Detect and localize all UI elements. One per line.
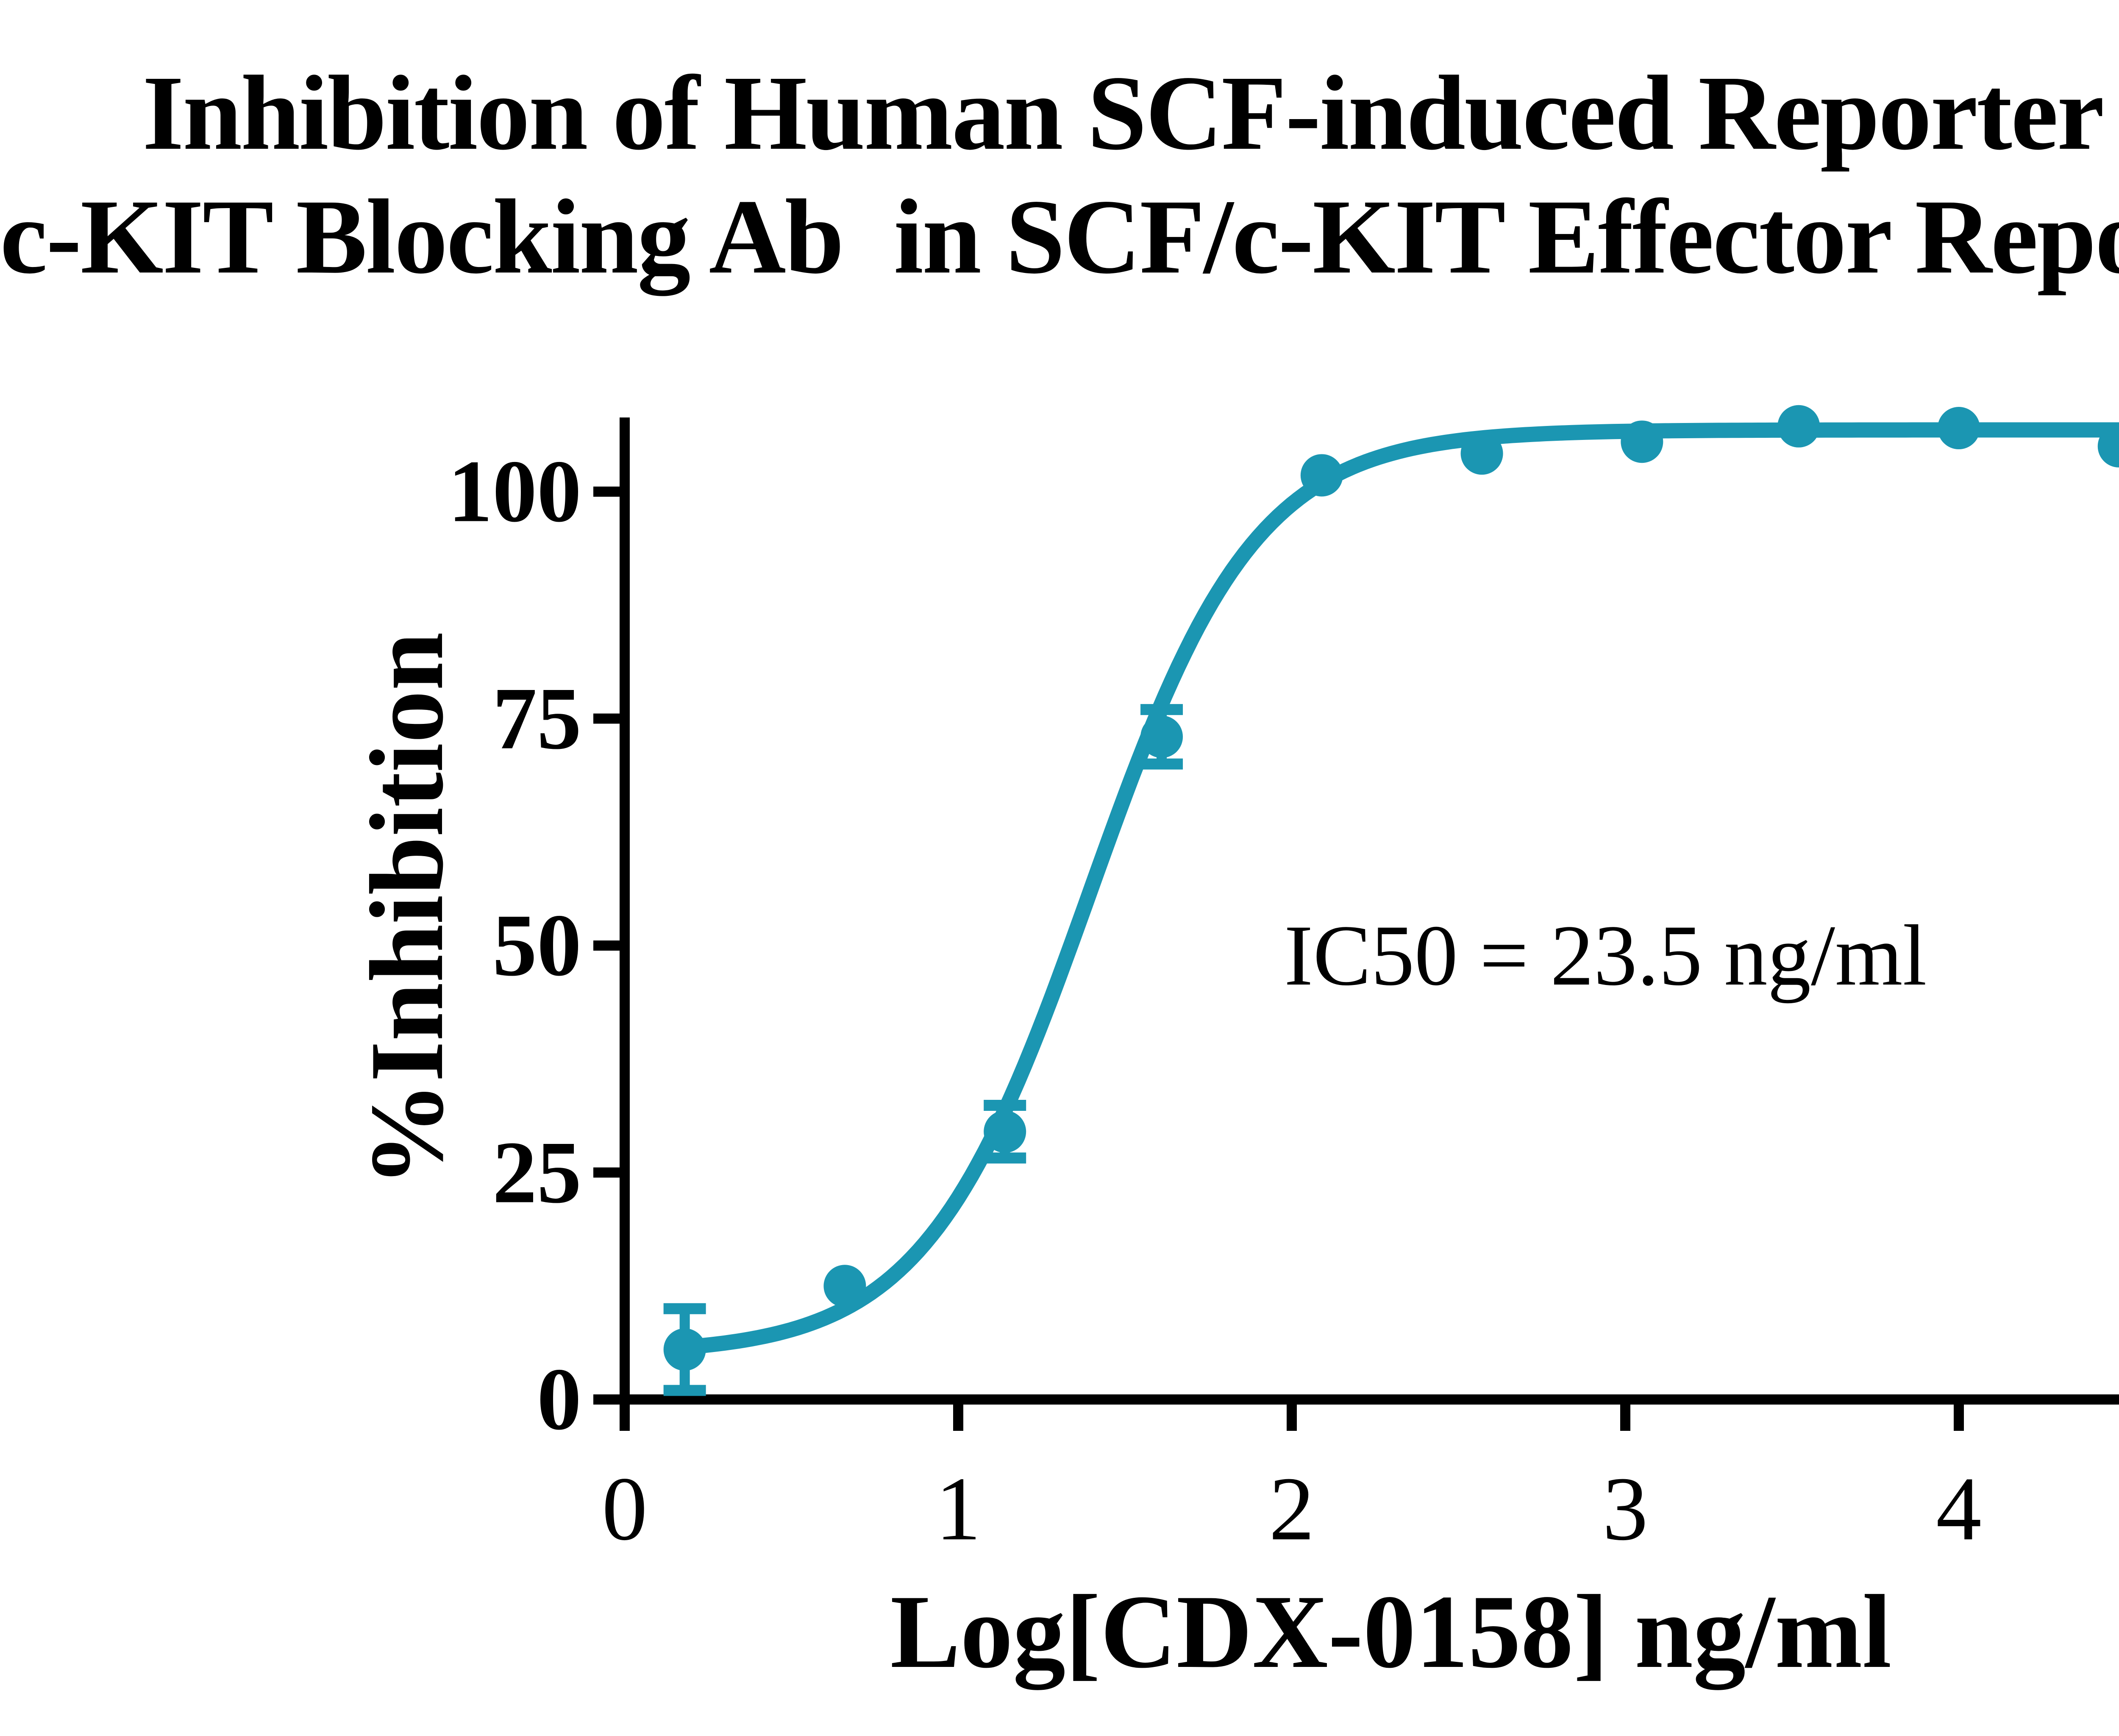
data-point — [1300, 454, 1343, 497]
x-axis-title: Log[CDX-0158] ng/ml — [890, 1573, 1892, 1690]
data-point — [1460, 432, 1503, 475]
y-tick-label: 75 — [492, 669, 581, 768]
data-point — [2097, 425, 2119, 467]
y-tick-label: 0 — [537, 1350, 581, 1449]
data-point — [1777, 405, 1820, 448]
ic50-annotation: IC50 = 23.5 ng/ml — [1284, 907, 1927, 1004]
data-point — [1140, 715, 1183, 758]
chart-title-line1: Inhibition of Human SCF-induced Reporter… — [142, 53, 2102, 172]
data-point — [823, 1265, 866, 1308]
data-point — [1621, 420, 1663, 463]
fit-curve — [677, 422, 2119, 1355]
x-tick-label: 2 — [1269, 1458, 1315, 1559]
x-tick-label: 3 — [1602, 1458, 1648, 1559]
y-tick-label: 50 — [492, 896, 581, 995]
x-tick-label: 0 — [602, 1458, 648, 1559]
y-axis-title: %Inhibition — [348, 632, 465, 1187]
chart-title: Inhibition of Human SCF-induced Reporter… — [0, 51, 2119, 299]
data-point — [1938, 407, 1980, 450]
y-tick-label: 25 — [492, 1123, 581, 1221]
x-tick-label: 1 — [935, 1458, 981, 1559]
y-tick-label: 100 — [448, 442, 581, 541]
data-point — [663, 1328, 706, 1371]
x-tick-label: 4 — [1936, 1458, 1982, 1559]
data-point — [984, 1110, 1026, 1153]
chart-title-line2: c-KIT Blocking Ab in SCF/c-KIT Effector … — [0, 177, 2119, 296]
